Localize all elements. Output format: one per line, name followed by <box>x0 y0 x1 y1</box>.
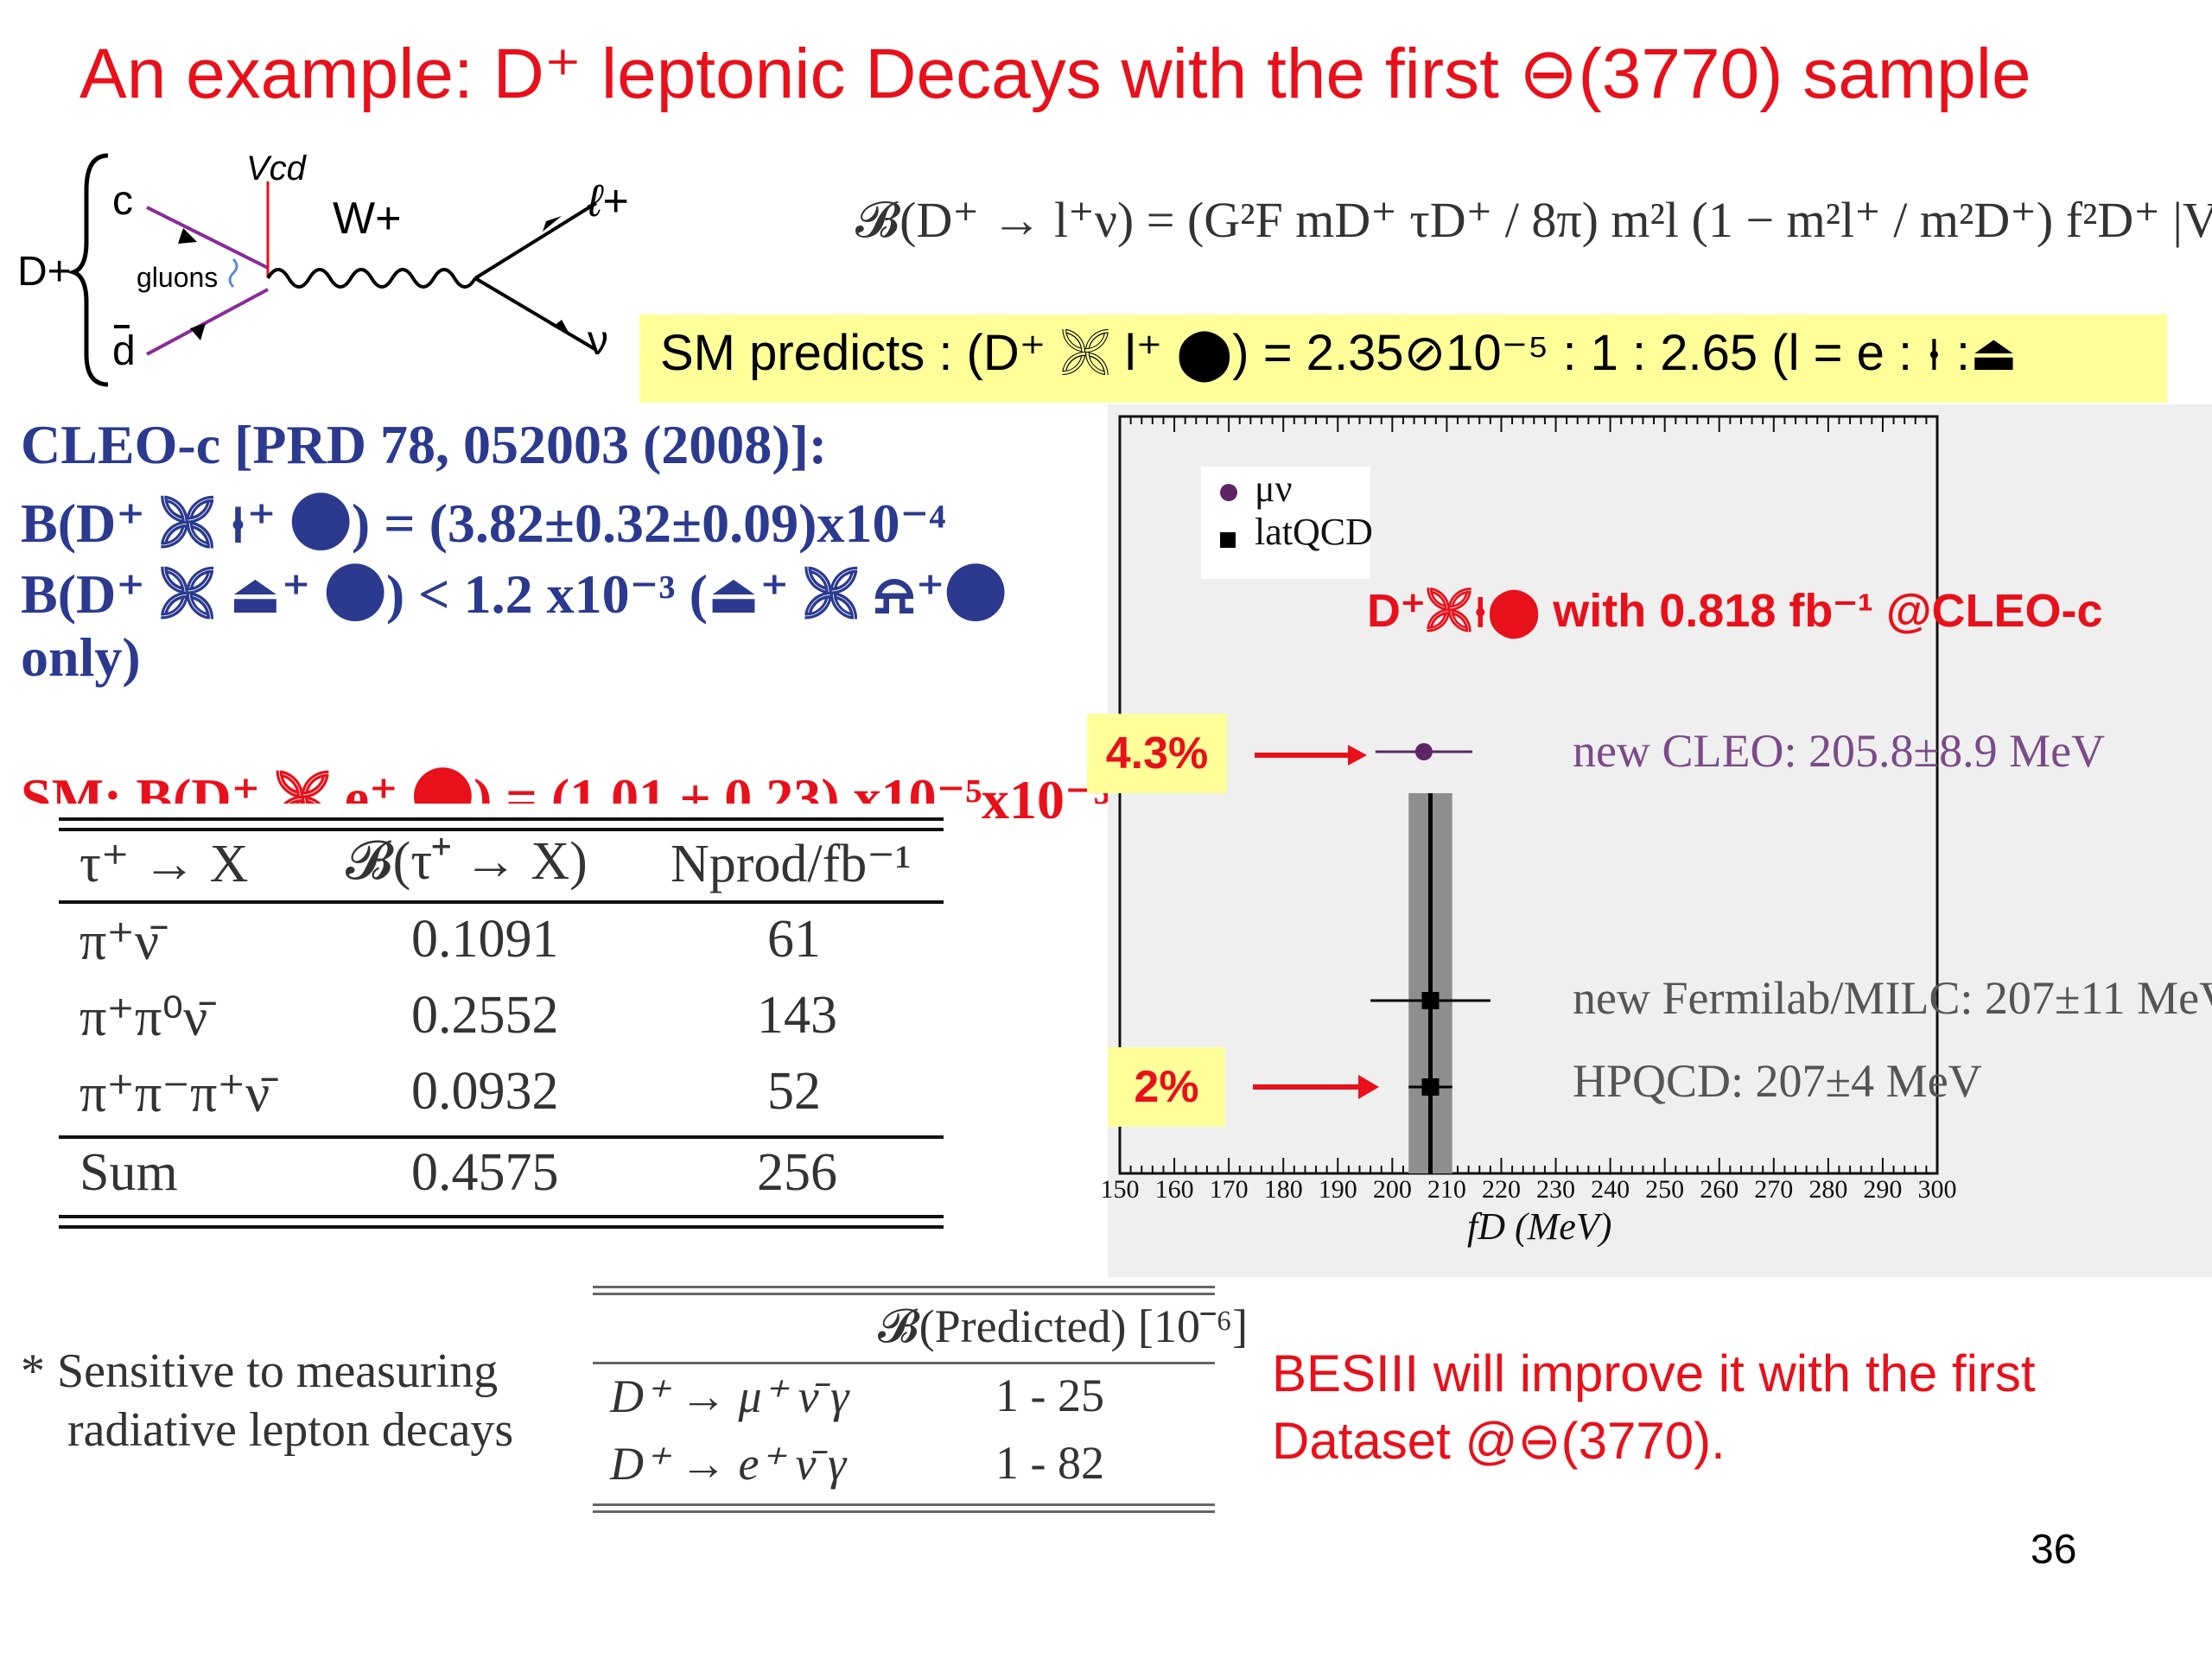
cleo-point <box>1414 743 1433 760</box>
cleo-only: only) <box>21 626 141 688</box>
tick-label: 160 <box>1154 1175 1194 1204</box>
fd-plot <box>1118 415 1939 1175</box>
plot-frame <box>1118 415 1939 1175</box>
plot-top-ticks <box>1119 416 1938 432</box>
tau-row-2-nprod: 143 <box>757 986 837 1045</box>
feynman-arrow-nu <box>553 320 570 335</box>
feynman-w-propagator <box>266 268 477 289</box>
tau-sum-label: Sum <box>79 1143 178 1202</box>
feynman-d-bar-quark: d <box>112 328 136 374</box>
besiii-line2: Dataset @⊖(3770). <box>1272 1412 1726 1470</box>
page-number: 36 <box>2031 1527 2077 1573</box>
legend-mu-nu-marker <box>1220 484 1237 501</box>
feynman-c-quark: c <box>112 178 133 224</box>
feynman-gluon-curl <box>228 257 238 289</box>
tick-label: 210 <box>1427 1175 1466 1204</box>
slide-title: An example: D⁺ leptonic Decays with the … <box>79 35 2031 113</box>
tick-label: 190 <box>1318 1175 1357 1204</box>
tick-label: 250 <box>1645 1175 1685 1204</box>
tick-label: 240 <box>1591 1175 1630 1204</box>
legend-mu-nu-label: μν <box>1255 467 1293 510</box>
tau-row-3-branching: 0.0932 <box>411 1062 559 1121</box>
pct-2: 2% <box>1108 1047 1225 1127</box>
tau-row-3-decay: π⁺π⁻π⁺ν̄ <box>79 1065 270 1123</box>
tick-label: 260 <box>1700 1175 1739 1204</box>
fermilab-point <box>1421 992 1440 1009</box>
tick-label: 200 <box>1372 1175 1412 1204</box>
radiative-row-2-decay: D⁺ → e⁺ ν̄ γ <box>610 1438 847 1490</box>
feynman-arrow-c <box>178 228 197 244</box>
plot-bottom-ticks <box>1119 1158 1938 1173</box>
label-fermilab: new Fermilab/MILC: 207±11 MeV <box>1573 972 2212 1024</box>
tick-label: 150 <box>1100 1175 1140 1204</box>
arrow-4pct-head <box>1348 745 1367 766</box>
tick-label: 170 <box>1209 1175 1249 1204</box>
feynman-lepton: ℓ+ <box>587 176 628 226</box>
tick-label: 300 <box>1917 1175 1957 1204</box>
feynman-brace <box>67 153 109 387</box>
legend-latqcd-label: latQCD <box>1255 511 1373 553</box>
feynman-vcd: Vcd <box>246 149 308 188</box>
cleo-mu-result: B(D⁺ 🙨 ⍿⁺ ⬤) = (3.82±0.32±0.09)x10⁻⁴ <box>21 493 946 554</box>
tau-header-nprod: Nprod/fb⁻¹ <box>671 835 912 893</box>
arrow-2pct-head <box>1358 1075 1379 1099</box>
label-hpqcd: HPQCD: 207±4 MeV <box>1573 1055 1982 1107</box>
tick-label: 280 <box>1808 1175 1848 1204</box>
feynman-w-plus: W+ <box>333 194 401 244</box>
tau-row-2-branching: 0.2552 <box>411 986 559 1045</box>
feynman-lepton-line <box>474 201 598 280</box>
branching-formula: 𝓑(D⁺ → l⁺ν) = (G²F mD⁺ τD⁺ / 8π) m²l (1 … <box>855 192 2212 248</box>
feynman-nu: ν <box>588 318 608 364</box>
tau-row-1-decay: π⁺ν̄ <box>79 912 160 971</box>
feynman-c-line <box>146 206 269 270</box>
radiative-row-2-value: 1 - 82 <box>995 1437 1104 1489</box>
legend-latqcd-marker <box>1220 532 1236 548</box>
tau-row-3-nprod: 52 <box>767 1062 821 1121</box>
feynman-gluons: gluons <box>137 262 218 293</box>
radiative-row-1-decay: D⁺ → μ⁺ ν̄ γ <box>610 1370 849 1422</box>
feynman-arrow-d <box>190 323 206 340</box>
tick-label: 290 <box>1863 1175 1903 1204</box>
cleo-reference: CLEO-c [PRD 78, 052003 (2008)]: <box>21 414 828 475</box>
plot-xlabel: fD (MeV) <box>1467 1205 1612 1248</box>
tick-label: 270 <box>1754 1175 1794 1204</box>
feynman-d-line <box>146 288 269 356</box>
sm-predicts-box: SM predicts : (D⁺ 🙨 l⁺ ⬤) = 2.35⊘10⁻⁵ : … <box>639 315 2167 403</box>
feynman-arrow-lepton <box>543 216 562 232</box>
tau-sum-branching: 0.4575 <box>411 1143 559 1202</box>
tau-table: τ⁺ → X 𝓑(τ⁺ → X) Nprod/fb⁻¹ π⁺ν̄ 0.1091 … <box>0 804 976 1236</box>
radiative-header: 𝓑(Predicted) [10⁻⁶] <box>878 1300 1249 1352</box>
cleo-tau-limit: B(D⁺ 🙨 ⏏⁺ ⬤) < 1.2 x10⁻³ (⏏⁺ 🙨 ⍾⁺⬤ <box>21 563 1007 625</box>
feynman-nu-line <box>474 276 598 352</box>
tau-row-1-branching: 0.1091 <box>411 910 559 969</box>
feynman-d-plus: D+ <box>17 249 72 295</box>
tau-sum-nprod: 256 <box>757 1143 837 1202</box>
tau-row-2-decay: π⁺π⁰ν̄ <box>79 988 208 1047</box>
tau-header-branching: 𝓑(τ⁺ → X) <box>346 832 588 891</box>
tick-label: 180 <box>1263 1175 1303 1204</box>
plot-headline: D⁺🙨⍿⬤ with 0.818 fb⁻¹ @CLEO-c <box>1367 585 2103 637</box>
tick-label: 230 <box>1536 1175 1576 1204</box>
radiative-note-line1: * Sensitive to measuring <box>21 1344 499 1398</box>
label-new-cleo: new CLEO: 205.8±8.9 MeV <box>1573 725 2106 777</box>
hpqcd-point <box>1421 1078 1440 1096</box>
feynman-diagram: D+ c d gluons Vcd W+ ℓ+ ν <box>17 149 628 387</box>
tick-label: 220 <box>1481 1175 1521 1204</box>
tau-row-1-nprod: 61 <box>767 910 821 969</box>
besiii-line1: BESIII will improve it with the first <box>1272 1344 2036 1402</box>
radiative-note-line2: radiative lepton decays <box>67 1403 514 1457</box>
radiative-row-1-value: 1 - 25 <box>995 1370 1104 1421</box>
pct-4-3: 4.3% <box>1087 714 1227 793</box>
tau-header-decay: τ⁺ → X <box>79 835 249 893</box>
radiative-table: 𝓑(Predicted) [10⁻⁶] D⁺ → μ⁺ ν̄ γ 1 - 25 … <box>593 1282 1248 1516</box>
